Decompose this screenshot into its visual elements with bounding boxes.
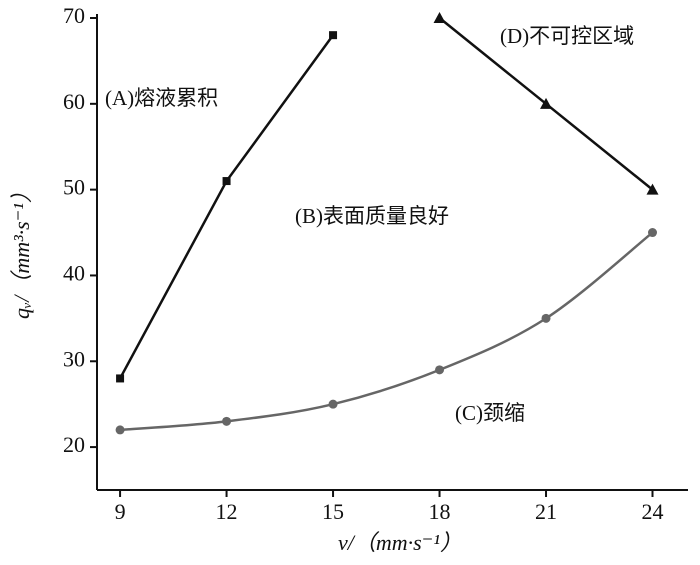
annotation: (D)不可控区域	[500, 24, 634, 48]
x-tick-label: 12	[216, 499, 238, 524]
annotation: (A)熔液累积	[105, 86, 218, 110]
y-tick-label: 70	[63, 3, 85, 28]
marker	[541, 313, 551, 323]
marker	[115, 425, 125, 435]
x-tick-label: 15	[322, 499, 344, 524]
series-line	[119, 231, 654, 432]
marker	[222, 416, 232, 426]
x-axis-label: v/（mm·s⁻¹）	[338, 530, 462, 555]
x-tick-label: 21	[535, 499, 557, 524]
marker	[648, 228, 658, 238]
annotation: (B)表面质量良好	[295, 204, 449, 228]
y-tick-label: 40	[63, 261, 85, 286]
marker	[222, 177, 231, 186]
marker	[435, 365, 445, 375]
x-tick-label: 9	[115, 499, 126, 524]
marker	[328, 399, 338, 409]
annotation: (C)颈缩	[455, 401, 525, 425]
y-tick-label: 20	[63, 432, 85, 457]
y-axis-label: qᵥ/（mm³·s⁻¹）	[9, 181, 34, 319]
y-tick-label: 30	[63, 346, 85, 371]
y-tick-label: 50	[63, 175, 85, 200]
y-tick-label: 60	[63, 89, 85, 114]
x-tick-label: 18	[429, 499, 451, 524]
marker	[433, 12, 446, 23]
marker	[116, 374, 125, 383]
marker	[646, 183, 659, 195]
marker	[540, 97, 553, 109]
marker	[329, 31, 338, 40]
x-tick-label: 24	[642, 499, 664, 524]
